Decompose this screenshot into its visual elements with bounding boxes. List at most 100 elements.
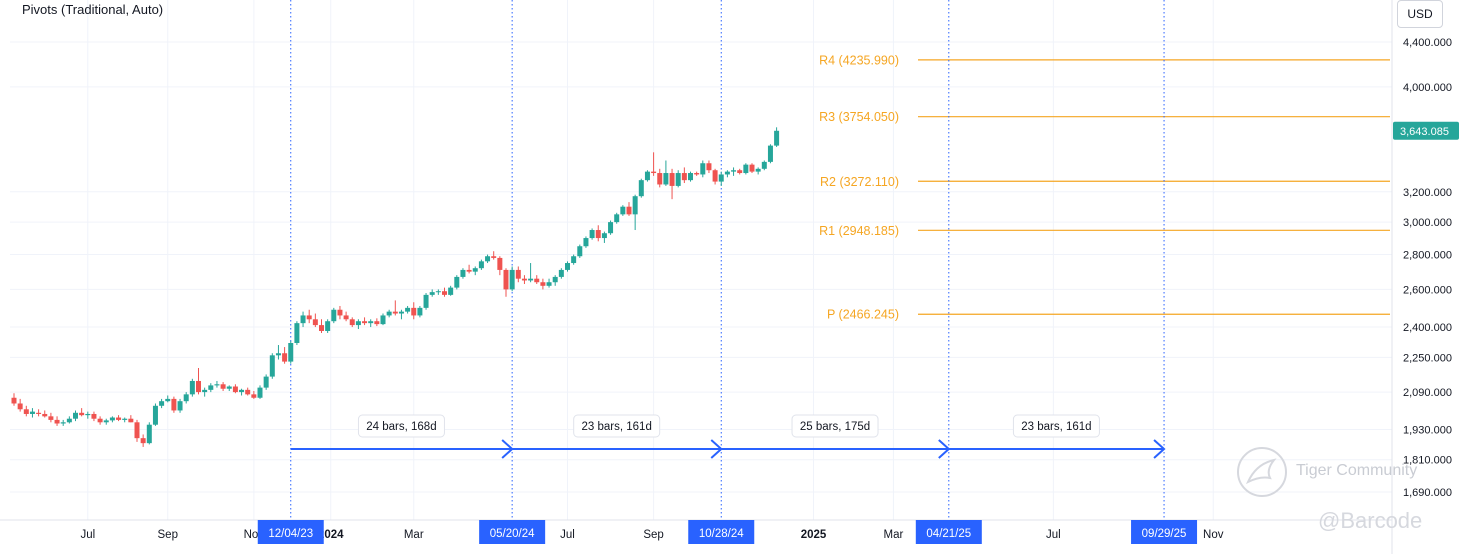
x-tick-label: Sep <box>643 529 663 541</box>
candle-body <box>386 311 392 316</box>
candle-body <box>398 311 404 314</box>
date-tag-label: 10/28/24 <box>699 528 744 540</box>
candle-body <box>202 389 208 393</box>
candle-body <box>251 394 257 398</box>
candle-body <box>29 411 35 414</box>
x-tick-label: Nov <box>1203 529 1224 541</box>
y-tick-label: 1,810.000 <box>1403 455 1452 467</box>
candle-body <box>657 173 663 185</box>
candle-body <box>743 164 749 174</box>
candle-body <box>577 246 583 257</box>
candle-body <box>362 321 368 324</box>
candle-body <box>91 413 97 419</box>
candle-body <box>571 256 577 264</box>
candle-body <box>73 412 78 419</box>
candle-body <box>472 268 478 272</box>
candle-body <box>429 292 435 295</box>
pivot-label-p: P (2466.245) <box>827 308 899 322</box>
candle-body <box>66 418 72 423</box>
candle-body <box>103 420 109 423</box>
candle-body <box>232 386 238 393</box>
candle-body <box>485 256 491 262</box>
candle-body <box>312 319 318 326</box>
candle-body <box>442 291 447 295</box>
x-tick-label: Mar <box>404 529 424 541</box>
candle-body <box>460 269 466 277</box>
y-tick-label: 1,930.000 <box>1403 425 1452 437</box>
candle-body <box>152 405 158 425</box>
candle-body <box>189 380 195 395</box>
y-tick-label: 2,800.000 <box>1403 250 1452 262</box>
candle-body <box>134 422 140 439</box>
measure-label-box <box>357 414 445 438</box>
candle-body <box>294 323 300 343</box>
indicator-label[interactable]: Pivots (Traditional, Auto) <box>22 2 164 17</box>
candle-body <box>146 424 152 444</box>
candle-body <box>737 170 743 174</box>
currency-button[interactable]: USD <box>1397 0 1443 28</box>
candle-body <box>712 170 718 182</box>
candle-body <box>374 321 380 325</box>
candle-body <box>491 256 497 258</box>
candle-body <box>196 380 201 393</box>
candle-body <box>337 309 343 316</box>
last-price-label: 3,643.085 <box>1400 126 1449 138</box>
candle-body <box>411 307 417 316</box>
candle-body <box>669 173 675 186</box>
candle-body <box>97 418 103 423</box>
y-tick-label: 1,690.000 <box>1403 487 1452 499</box>
candle-body <box>380 315 386 325</box>
candle-body <box>521 278 527 281</box>
x-tick-label: Jul <box>560 529 575 541</box>
candle-body <box>675 173 681 186</box>
x-tick-label: Jul <box>1046 529 1061 541</box>
candle-body <box>626 206 632 215</box>
candle-body <box>417 307 423 316</box>
date-tag <box>257 520 324 544</box>
candle-body <box>54 419 60 424</box>
candle-body <box>761 161 767 169</box>
x-tick-label: 2024 <box>318 529 344 541</box>
candle-body <box>558 269 564 277</box>
tiger-logo-icon <box>1237 447 1287 497</box>
candle-body <box>448 287 454 295</box>
watermark-community: Tiger Community <box>1296 462 1418 479</box>
x-tick-label: Sep <box>158 529 178 541</box>
candle-body <box>140 438 146 444</box>
candle-body <box>435 291 441 293</box>
candle-body <box>319 325 324 331</box>
candle-body <box>700 163 706 175</box>
candle-body <box>269 355 275 377</box>
candle-body <box>497 257 503 270</box>
measure-label: 25 bars, 175d <box>800 421 870 433</box>
candle-body <box>614 214 620 223</box>
candle-body <box>663 173 669 185</box>
candle-body <box>423 294 429 308</box>
candle-body <box>79 412 85 416</box>
candle-body <box>257 387 263 398</box>
candle-body <box>171 398 177 411</box>
candle-body <box>42 413 48 417</box>
date-tag <box>915 520 982 544</box>
y-tick-label: 4,400.000 <box>1403 37 1452 49</box>
candle-body <box>343 315 349 320</box>
measure-label: 23 bars, 161d <box>1021 421 1091 433</box>
candle-body <box>48 416 54 420</box>
candle-body <box>724 171 730 175</box>
candle-body <box>109 417 115 421</box>
candle-body <box>601 233 607 239</box>
candle-body <box>226 386 232 389</box>
date-tag-label: 09/29/25 <box>1142 528 1187 540</box>
measure-label-box <box>791 414 879 438</box>
candle-body <box>128 418 134 423</box>
candle-body <box>122 418 128 420</box>
candle-body <box>165 398 171 402</box>
candle-body <box>17 403 23 410</box>
measure-arrowhead <box>1153 439 1166 459</box>
x-tick-label: Jul <box>80 529 95 541</box>
candle-body <box>288 342 294 362</box>
candle-body <box>306 315 312 320</box>
measure-label: 23 bars, 161d <box>582 421 652 433</box>
